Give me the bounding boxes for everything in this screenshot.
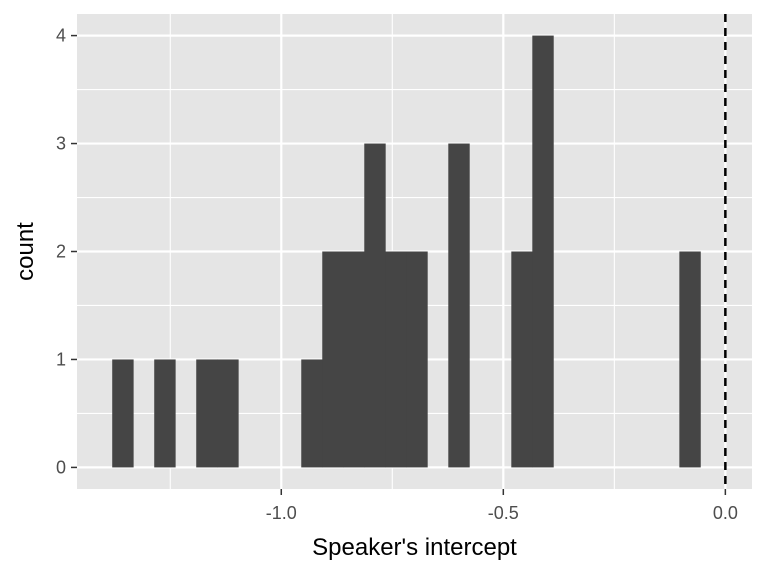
x-axis-title: Speaker's intercept xyxy=(312,534,517,561)
histogram-bar xyxy=(301,359,323,468)
histogram-bar xyxy=(385,251,407,468)
y-axis-title: count xyxy=(12,222,39,281)
y-tick-label: 3 xyxy=(56,134,66,154)
x-tick-label: 0.0 xyxy=(713,503,738,523)
histogram-bar xyxy=(406,251,428,468)
histogram-bar xyxy=(217,359,239,468)
histogram-bar xyxy=(343,251,365,468)
histogram-bar xyxy=(532,35,554,468)
x-tick-label: -0.5 xyxy=(488,503,519,523)
y-tick-label: 2 xyxy=(56,242,66,262)
bars xyxy=(112,35,701,468)
histogram-bar xyxy=(112,359,134,468)
y-tick-label: 0 xyxy=(56,457,66,477)
histogram-bar xyxy=(448,143,470,468)
y-axis: 0 1 2 3 4 xyxy=(56,26,77,477)
y-tick-label: 4 xyxy=(56,26,66,46)
histogram-bar xyxy=(364,143,386,468)
histogram-bar xyxy=(196,359,218,468)
x-axis: -1.0 -0.5 0.0 xyxy=(266,489,738,523)
y-tick-label: 1 xyxy=(56,349,66,369)
histogram-bar xyxy=(511,251,533,468)
histogram-bar xyxy=(322,251,344,468)
histogram-bar xyxy=(679,251,701,468)
x-tick-label: -1.0 xyxy=(266,503,297,523)
histogram-bar xyxy=(154,359,176,468)
